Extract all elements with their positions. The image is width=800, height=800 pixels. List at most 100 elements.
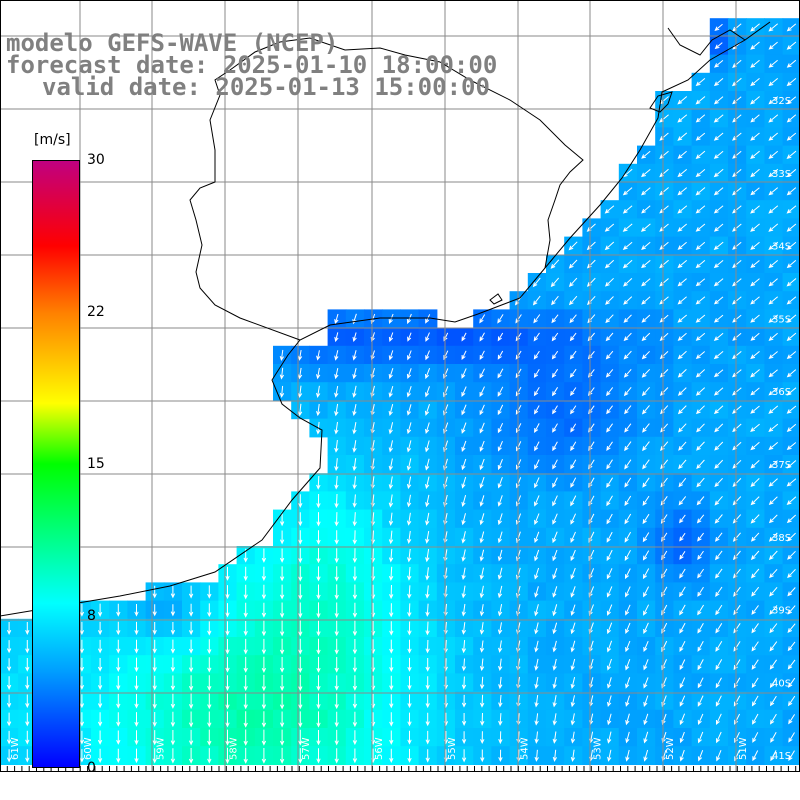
wind-arrow — [25, 712, 30, 727]
wind-arrow — [407, 603, 412, 618]
wind-arrow — [768, 332, 778, 341]
wind-arrow — [715, 550, 723, 561]
wind-arrow — [134, 639, 139, 654]
wind-arrow — [713, 241, 724, 251]
wind-arrow — [751, 695, 759, 707]
wind-arrow — [695, 132, 706, 141]
wind-arrow — [334, 711, 339, 728]
wind-arrow — [515, 477, 522, 489]
wind-arrow — [715, 586, 723, 597]
wind-arrow — [97, 603, 103, 617]
wind-arrow — [677, 96, 688, 105]
wind-arrow — [751, 623, 759, 634]
wind-arrow — [316, 385, 321, 398]
wind-arrow — [352, 620, 358, 637]
wind-arrow — [750, 351, 760, 360]
wind-arrow — [641, 241, 651, 250]
wind-arrow — [697, 677, 704, 689]
wind-arrow — [786, 442, 797, 451]
wind-arrow — [243, 656, 248, 673]
wind-arrow — [352, 639, 358, 655]
wind-arrow — [425, 749, 430, 763]
wind-arrow — [388, 512, 394, 526]
wind-arrow — [677, 405, 687, 415]
wind-arrow — [786, 405, 797, 414]
lagoon-outline — [489, 91, 673, 305]
wind-arrow — [352, 458, 357, 472]
latitude-label: 33S — [772, 169, 791, 180]
wind-arrow — [497, 477, 503, 489]
wind-arrow — [768, 514, 778, 524]
wind-arrow — [497, 314, 504, 324]
wind-arrow — [769, 605, 778, 615]
wind-arrow — [534, 477, 540, 489]
wind-arrow — [660, 496, 668, 506]
wind-arrow — [407, 657, 412, 672]
wind-arrow — [425, 639, 430, 654]
wind-arrow — [752, 713, 759, 725]
wind-arrow — [642, 477, 650, 488]
wind-arrow — [225, 693, 230, 710]
wind-arrow — [25, 658, 30, 672]
wind-arrow — [188, 585, 194, 599]
wind-arrow — [406, 386, 412, 398]
wind-arrow — [152, 585, 157, 599]
wind-arrow — [713, 78, 724, 87]
wind-arrow — [624, 459, 632, 470]
wind-arrow — [552, 459, 558, 470]
wind-arrow — [677, 132, 688, 141]
wind-arrow — [643, 749, 649, 762]
wind-arrow — [461, 494, 467, 508]
wind-arrow — [389, 712, 394, 727]
wind-arrow — [388, 458, 393, 471]
wind-arrow — [406, 512, 412, 526]
wind-arrow — [714, 42, 723, 50]
wind-arrow — [625, 659, 631, 671]
wind-arrow — [261, 584, 267, 600]
wind-arrow — [334, 584, 339, 600]
wind-arrow — [533, 350, 540, 360]
wind-arrow — [768, 59, 778, 68]
wind-arrow — [731, 77, 742, 87]
wind-arrow — [516, 441, 522, 452]
wind-arrow — [624, 423, 632, 433]
wind-arrow — [298, 620, 303, 637]
wind-arrow — [550, 259, 560, 269]
wind-arrow — [297, 350, 303, 361]
wind-arrow — [750, 78, 760, 87]
border-line — [189, 37, 584, 341]
wind-arrow — [786, 96, 797, 105]
wind-arrow — [316, 493, 321, 509]
wind-arrow — [534, 495, 540, 507]
wind-arrow — [461, 404, 467, 416]
wind-arrow — [532, 277, 541, 288]
wind-arrow — [134, 657, 139, 673]
wind-arrow — [552, 731, 557, 744]
wind-arrow — [279, 385, 285, 398]
wind-arrow — [352, 584, 358, 600]
latitude-labels: 32S 33S 34S 35S 36S 37S 38S 39S 40S 41S — [772, 96, 791, 762]
wind-arrow — [207, 639, 212, 655]
wind-arrow — [316, 475, 321, 490]
wind-arrow — [677, 387, 687, 396]
wind-arrow — [243, 729, 248, 746]
wind-arrow — [606, 640, 613, 653]
wind-arrow — [316, 530, 321, 545]
wind-arrow — [679, 713, 686, 726]
wind-arrow — [243, 638, 248, 655]
wind-arrow — [551, 350, 559, 360]
wind-arrow — [170, 675, 176, 691]
wind-arrow — [569, 368, 577, 378]
wind-arrow — [641, 350, 650, 360]
wind-arrow — [425, 386, 430, 398]
wind-arrow — [607, 695, 612, 707]
wind-arrow — [570, 713, 575, 726]
wind-arrow — [624, 549, 631, 562]
wind-arrow — [298, 584, 303, 600]
wind-arrow — [713, 132, 724, 141]
wind-arrow — [479, 314, 486, 324]
wind-arrow — [497, 531, 503, 544]
wind-arrow — [623, 278, 633, 287]
wind-arrow — [607, 749, 612, 762]
colorbar-tick-30: 30 — [87, 152, 105, 168]
